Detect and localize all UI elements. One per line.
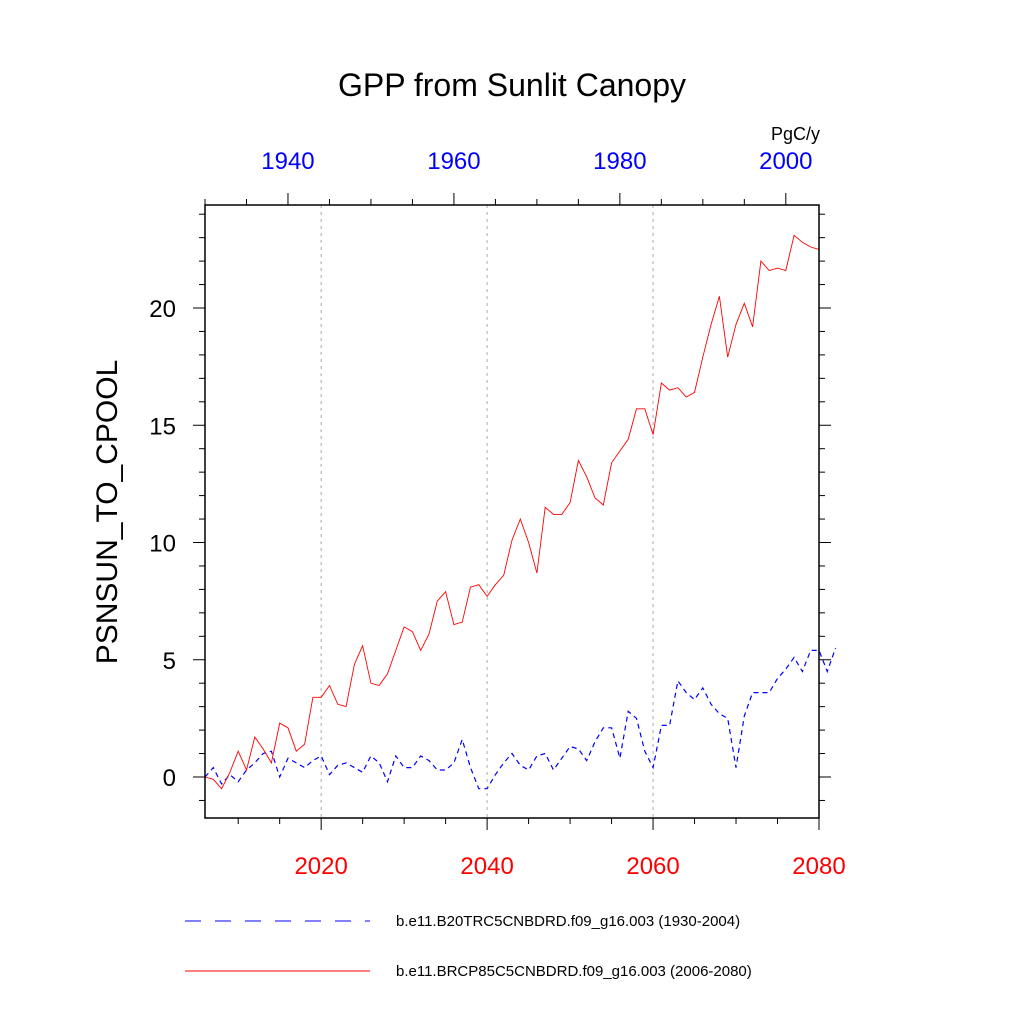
units-label: PgC/y — [771, 124, 820, 144]
legend-label-rcp85: b.e11.BRCP85C5CNBDRD.f09_g16.003 (2006-2… — [396, 963, 752, 980]
y-tick-label-0: 0 — [163, 765, 176, 792]
y-tick-label-10: 10 — [149, 531, 176, 558]
y-tick-label-15: 15 — [149, 413, 176, 440]
chart-title: GPP from Sunlit Canopy — [338, 67, 686, 103]
series-layer — [204, 234, 837, 790]
x-bottom-tick-label-2020: 2020 — [294, 853, 347, 880]
legend-label-historical: b.e11.B20TRC5CNBDRD.f09_g16.003 (1930-20… — [396, 913, 740, 930]
x-top-tick-label-1940: 1940 — [261, 148, 314, 175]
x-bottom-tick-label-2060: 2060 — [626, 853, 679, 880]
plot-frame — [204, 204, 820, 819]
x-bottom-tick-label-2080: 2080 — [792, 853, 845, 880]
reference-lines — [320, 205, 654, 818]
x-top-tick-label-2000: 2000 — [759, 148, 812, 175]
x-bottom-tick-label-2040: 2040 — [460, 853, 513, 880]
y-axis-label: PSNSUN_TO_CPOOL — [91, 360, 124, 665]
legend: b.e11.B20TRC5CNBDRD.f09_g16.003 (1930-20… — [185, 913, 752, 980]
y-tick-label-20: 20 — [149, 296, 176, 323]
ticks-layer — [193, 193, 831, 830]
x-top-tick-label-1960: 1960 — [427, 148, 480, 175]
series-line-1 — [204, 234, 820, 790]
x-top-tick-label-1980: 1980 — [593, 148, 646, 175]
y-tick-label-5: 5 — [163, 648, 176, 675]
series-line-0 — [204, 647, 837, 790]
